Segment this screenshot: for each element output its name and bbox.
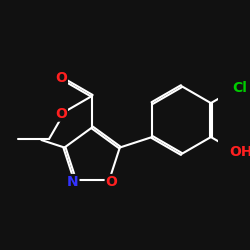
Text: N: N	[67, 175, 78, 189]
Text: OH: OH	[229, 145, 250, 159]
Text: O: O	[55, 106, 67, 120]
Text: Cl: Cl	[232, 81, 247, 95]
Text: O: O	[106, 175, 118, 189]
Text: O: O	[55, 71, 67, 85]
